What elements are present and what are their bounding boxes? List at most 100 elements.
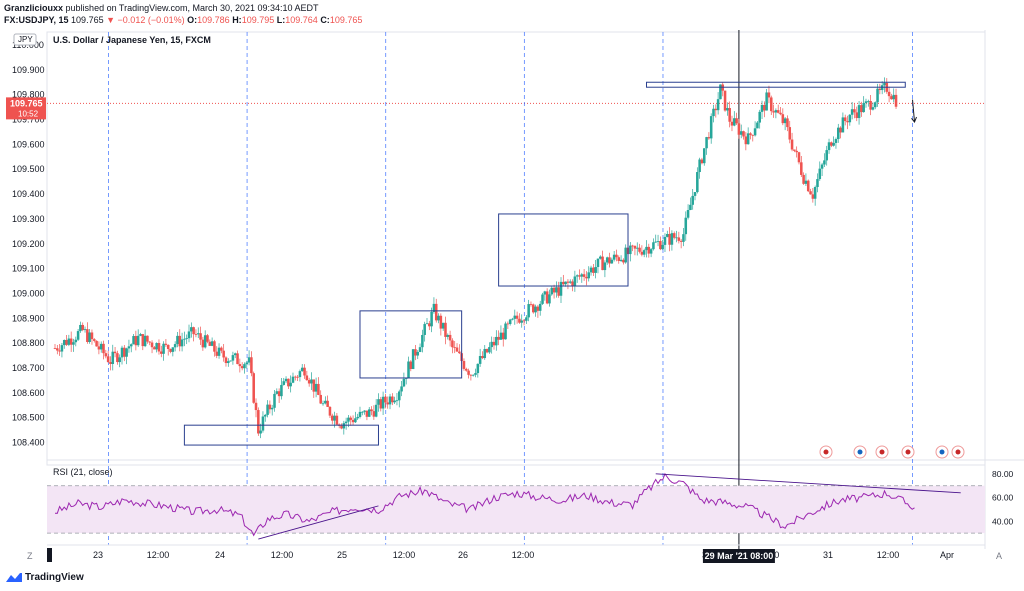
price-change: −0.012 (−0.01%): [117, 15, 185, 25]
candle-body: [220, 347, 223, 351]
candle-body: [65, 339, 68, 345]
candle-body: [72, 342, 75, 345]
candle-body: [779, 112, 782, 115]
candle-body: [136, 335, 140, 346]
candle-body: [686, 209, 690, 218]
candle-body: [409, 361, 413, 369]
candle-body: [86, 329, 89, 342]
candle-body: [555, 287, 558, 293]
candle-body: [284, 378, 288, 382]
candle-body: [67, 338, 71, 345]
candle-body: [335, 415, 339, 425]
crosshair-time-label: 29 Mar '21 08:00: [705, 551, 774, 561]
candle-body: [515, 315, 519, 319]
candle-body: [582, 274, 586, 277]
candle-body: [633, 245, 637, 249]
price-axis[interactable]: 110.000109.900109.800109.700109.600109.5…: [6, 33, 46, 448]
rsi-title: RSI (21, close): [53, 467, 113, 477]
crosshair-time-tag: [702, 549, 775, 563]
candle-body: [652, 242, 655, 250]
candle-body: [93, 339, 96, 341]
candle-body: [629, 245, 632, 255]
candle-body: [809, 191, 812, 195]
candle-body: [97, 346, 101, 350]
candle-body: [691, 195, 694, 205]
candle-body: [605, 257, 609, 263]
candle-body: [374, 404, 378, 417]
range-start-marker: [47, 548, 52, 562]
y-tick-label: 109.700: [12, 115, 45, 125]
open-label: O:: [187, 15, 198, 25]
candle-body: [806, 180, 810, 192]
candle-body: [682, 234, 685, 242]
candle-body: [199, 333, 202, 340]
candle-body: [545, 291, 549, 304]
candle-body: [536, 306, 540, 311]
candle-body: [827, 142, 831, 151]
candle-body: [183, 338, 186, 340]
auto-scale-button: A: [996, 551, 1002, 561]
candle-body: [365, 410, 369, 417]
candle-body: [488, 347, 491, 353]
candle-body: [659, 241, 662, 250]
candle-body: [802, 174, 805, 184]
candle-body: [497, 336, 500, 340]
candle-body: [139, 334, 142, 336]
candle-body: [656, 241, 660, 242]
candle-body: [192, 327, 195, 335]
candle-body: [501, 332, 505, 340]
candle-body: [444, 322, 447, 337]
candle-body: [495, 336, 498, 346]
candle-body: [185, 338, 188, 340]
candle-body: [788, 127, 792, 140]
candle-body: [832, 142, 835, 146]
candle-body: [213, 341, 216, 352]
candle-body: [76, 331, 80, 340]
brand-label: TradingView: [25, 572, 84, 583]
candle-body: [649, 249, 653, 254]
y-tick-label: 109.200: [12, 239, 45, 249]
candle-body: [79, 324, 82, 332]
time-axis[interactable]: 2312:002412:002512:002612:003012:003112:…: [27, 544, 1002, 563]
candle-body: [104, 353, 108, 357]
candle-body: [268, 404, 272, 410]
candle-body: [612, 254, 616, 260]
x-tick-label: 24: [215, 550, 225, 560]
candle-body: [749, 133, 752, 135]
candle-body: [437, 315, 440, 321]
candle-body: [670, 233, 674, 245]
candle-body: [116, 353, 119, 363]
candle-body: [393, 400, 396, 403]
footer-brand[interactable]: TradingView: [6, 572, 84, 583]
y-tick-label: 109.000: [12, 288, 45, 298]
candle-body: [395, 400, 399, 402]
candle-body: [675, 237, 678, 239]
y-tick-label: 109.300: [12, 214, 45, 224]
candle-body: [506, 323, 510, 325]
rsi-trendline-down: [655, 473, 961, 494]
candle-body: [527, 304, 530, 318]
high-label: H:: [232, 15, 242, 25]
range-box: [359, 310, 463, 379]
candle-body: [134, 336, 138, 346]
candle-body: [56, 348, 59, 351]
candle-body: [471, 374, 475, 376]
candle-body: [783, 118, 787, 124]
candle-body: [361, 411, 364, 413]
candle-body: [379, 399, 383, 409]
candle-body: [367, 409, 371, 417]
event-markers[interactable]: [819, 445, 965, 459]
candle-body: [825, 150, 828, 161]
candle-body: [767, 92, 771, 98]
candle-body: [254, 402, 258, 411]
candle-body: [490, 341, 493, 348]
candles: [53, 77, 898, 439]
candle-body: [573, 276, 577, 287]
y-tick-label: 109.100: [12, 264, 45, 274]
candle-body: [62, 339, 66, 346]
candle-body: [592, 267, 595, 273]
candle-body: [243, 364, 246, 369]
candle-body: [559, 281, 563, 296]
author-name[interactable]: Granzliciouxx: [4, 3, 64, 13]
